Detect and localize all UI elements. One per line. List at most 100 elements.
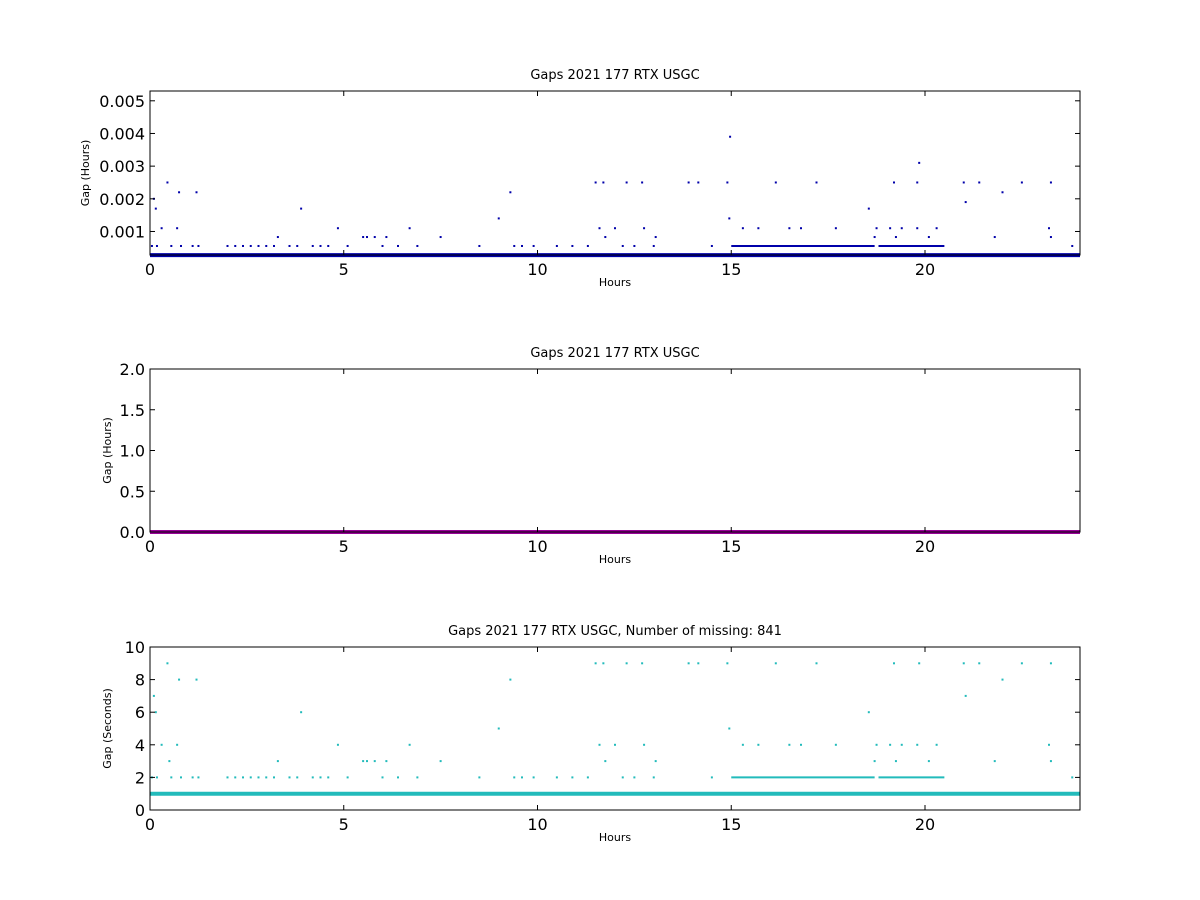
- data-point: [336, 227, 339, 230]
- x-tick-label: 10: [527, 537, 547, 556]
- data-point: [191, 776, 194, 779]
- data-point: [366, 760, 368, 763]
- data-point: [614, 227, 616, 230]
- data-point: [893, 181, 895, 184]
- data-point: [935, 743, 938, 746]
- y-tick-label: 0.003: [99, 157, 145, 176]
- data-point: [155, 244, 158, 247]
- y-tick-label: 6: [135, 703, 145, 722]
- data-point: [1001, 191, 1004, 194]
- data-point: [614, 743, 616, 746]
- data-point: [385, 236, 388, 239]
- data-point: [729, 135, 732, 138]
- x-tick-label: 5: [339, 260, 349, 279]
- data-point: [509, 191, 512, 194]
- data-point: [710, 244, 713, 247]
- x-axis-label: Hours: [599, 831, 631, 844]
- y-tick-label: 0.001: [99, 222, 145, 241]
- data-point: [1048, 227, 1050, 230]
- data-point: [757, 227, 760, 230]
- data-point: [226, 244, 229, 247]
- data-point: [170, 244, 173, 247]
- data-point: [1049, 662, 1052, 665]
- y-tick-label: 2: [135, 768, 145, 787]
- data-point: [774, 662, 777, 665]
- data-point: [604, 760, 607, 763]
- data-point: [815, 181, 818, 184]
- data-point: [249, 776, 252, 779]
- x-tick-label: 0: [145, 537, 155, 556]
- data-point: [555, 244, 558, 247]
- data-point: [1071, 244, 1074, 247]
- data-point: [385, 760, 388, 763]
- data-point: [594, 662, 597, 665]
- data-point: [815, 662, 818, 665]
- data-point: [900, 227, 903, 230]
- data-point: [346, 244, 349, 247]
- data-point: [633, 244, 636, 247]
- data-point: [726, 181, 729, 184]
- data-point: [152, 694, 155, 697]
- data-point: [875, 743, 878, 746]
- data-point: [408, 743, 411, 746]
- y-tick-label: 0: [135, 801, 145, 820]
- data-point: [993, 236, 996, 239]
- data-point: [1020, 662, 1023, 665]
- data-point: [875, 227, 878, 230]
- data-point: [160, 743, 163, 746]
- data-point: [927, 236, 930, 239]
- data-point: [1049, 760, 1052, 763]
- data-point: [889, 227, 892, 230]
- data-point: [195, 678, 198, 681]
- data-point: [532, 244, 535, 247]
- data-point: [978, 662, 981, 665]
- y-tick-label: 4: [135, 736, 145, 755]
- data-point: [416, 244, 419, 247]
- data-point: [191, 244, 194, 247]
- data-point: [741, 743, 744, 746]
- data-point: [234, 776, 237, 779]
- data-point: [586, 776, 589, 779]
- data-point: [873, 760, 876, 763]
- data-point: [800, 743, 802, 746]
- data-point: [602, 662, 605, 665]
- data-point: [521, 244, 523, 247]
- data-point: [311, 244, 314, 247]
- data-point: [300, 207, 303, 210]
- data-point: [381, 244, 384, 247]
- data-point: [964, 201, 967, 204]
- x-tick-label: 20: [915, 537, 935, 556]
- data-point: [397, 244, 399, 247]
- data-point: [439, 236, 442, 239]
- data-point: [697, 662, 700, 665]
- data-point: [586, 244, 589, 247]
- data-point: [154, 711, 157, 714]
- data-point: [555, 776, 558, 779]
- data-point: [571, 776, 574, 779]
- x-tick-label: 20: [915, 815, 935, 834]
- x-tick-label: 5: [339, 815, 349, 834]
- data-point: [327, 776, 330, 779]
- data-point: [178, 191, 181, 194]
- data-point: [226, 776, 229, 779]
- data-point: [621, 776, 624, 779]
- data-point: [166, 662, 169, 665]
- x-axis-label: Hours: [599, 276, 631, 289]
- data-point: [319, 244, 322, 247]
- x-tick-label: 15: [721, 537, 741, 556]
- data-point: [178, 678, 181, 681]
- data-point: [362, 236, 365, 239]
- x-tick-label: 10: [527, 815, 547, 834]
- data-point: [935, 227, 938, 230]
- x-tick-label: 20: [915, 260, 935, 279]
- data-point: [288, 776, 291, 779]
- chart-title: Gaps 2021 177 RTX USGC, Number of missin…: [448, 624, 782, 639]
- data-point: [257, 776, 260, 779]
- data-point: [497, 217, 500, 220]
- x-axis-label: Hours: [599, 553, 631, 566]
- data-point: [257, 244, 260, 247]
- data-point: [195, 191, 198, 194]
- data-point: [166, 181, 169, 184]
- data-point: [478, 776, 481, 779]
